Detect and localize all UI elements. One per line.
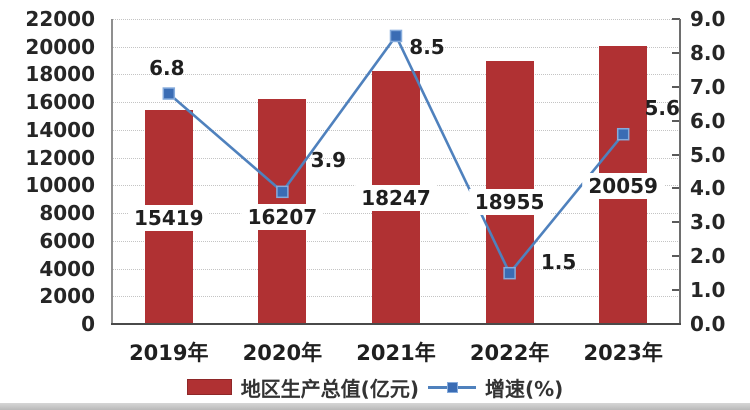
right-axis-tick (672, 289, 680, 292)
left-axis-tick-label: 16000 (25, 90, 95, 115)
gridline (112, 19, 680, 20)
gridline (112, 46, 680, 48)
legend-line-sample (427, 380, 476, 394)
line-marker (162, 87, 176, 100)
bar-value-label: 18955 (468, 189, 551, 215)
left-axis-tick-label: 14000 (25, 117, 95, 142)
left-axis-tick-label: 18000 (25, 62, 95, 87)
legend-bar-swatch (186, 379, 232, 395)
bar-value-label: 18247 (355, 185, 437, 211)
left-axis-tick-label: 0 (81, 312, 95, 336)
growth-value-label: 5.6 (644, 96, 680, 121)
bar-value-label: 16207 (241, 204, 324, 230)
x-axis-tick-label: 2023年 (583, 341, 663, 365)
right-axis-tick-label: 0.0 (690, 312, 726, 336)
right-axis-tick (672, 51, 680, 54)
right-axis-tick (672, 187, 680, 190)
left-axis-tick-label: 22000 (25, 7, 95, 31)
growth-value-label: 1.5 (540, 250, 577, 275)
x-axis-tick-label: 2021年 (356, 341, 436, 365)
left-axis-tick-label: 6000 (39, 228, 95, 253)
x-axis-line (111, 323, 681, 325)
x-axis-tick-label: 2020年 (242, 341, 323, 365)
right-axis-tick-label: 6.0 (690, 108, 726, 133)
left-axis-tick-label: 20000 (25, 34, 95, 59)
right-axis-tick (672, 153, 680, 156)
legend-bar-label: 地区生产总值(亿元) (240, 376, 419, 401)
left-axis-tick-label: 4000 (39, 256, 95, 281)
right-axis-tick-label: 8.0 (690, 40, 726, 65)
x-axis-tick-label: 2019年 (129, 341, 209, 365)
legend-marker-icon (446, 382, 458, 393)
left-axis-tick-label: 8000 (39, 201, 95, 226)
legend: 地区生产总值(亿元) 增速(%) (0, 374, 750, 401)
growth-value-label: 8.5 (409, 34, 445, 59)
right-axis-tick-label: 1.0 (690, 278, 726, 303)
legend-line-label: 增速(%) (484, 376, 564, 401)
right-axis-tick-label: 5.0 (690, 142, 726, 167)
growth-value-label: 3.9 (310, 147, 347, 172)
bar-value-label: 15419 (128, 205, 210, 231)
growth-value-label: 6.8 (149, 55, 185, 80)
right-axis-tick (672, 221, 680, 224)
right-axis-line (679, 19, 681, 324)
left-axis-tick-label: 12000 (25, 145, 95, 170)
right-axis-tick-label: 4.0 (690, 176, 726, 201)
line-marker (389, 29, 403, 43)
right-axis-tick (672, 119, 680, 122)
right-axis-tick (672, 18, 680, 20)
right-axis-tick-label: 7.0 (690, 74, 726, 99)
bar-value-label: 20059 (582, 173, 664, 199)
left-axis-tick-label: 10000 (25, 173, 95, 198)
right-axis-tick-label: 3.0 (690, 210, 726, 235)
left-axis-line (111, 19, 113, 324)
bottom-frame-strip (0, 403, 750, 410)
right-axis-tick (672, 85, 680, 88)
x-axis-tick-label: 2022年 (469, 341, 550, 365)
right-axis-tick-label: 2.0 (690, 244, 726, 269)
right-axis-tick-label: 9.0 (690, 7, 726, 31)
left-axis-tick-label: 2000 (39, 284, 95, 309)
right-axis-tick (672, 255, 680, 258)
